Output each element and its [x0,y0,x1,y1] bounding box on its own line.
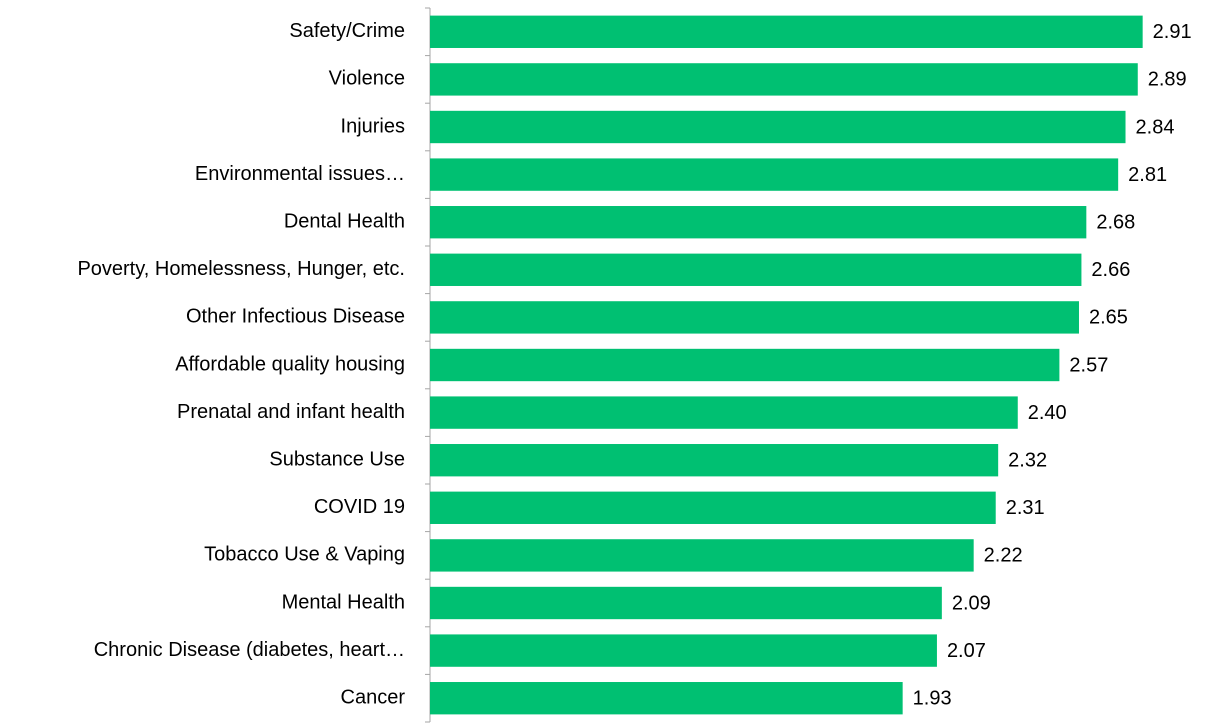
bar [430,158,1119,191]
y-tick-label: Prenatal and infant health [177,401,405,423]
bar [430,15,1143,48]
y-tick-label: Safety/Crime [289,20,405,42]
bar [430,348,1060,382]
bar [430,63,1138,96]
data-label: 2.66 [1091,259,1130,281]
y-tick-label: Mental Health [282,591,405,613]
y-tick-label: Chronic Disease (diabetes, heart… [94,639,405,661]
data-label: 2.09 [952,592,991,614]
data-label: 2.91 [1153,21,1192,43]
data-label: 2.81 [1128,164,1167,186]
data-label: 2.65 [1089,307,1128,329]
data-label: 2.68 [1096,211,1135,233]
bar [430,396,1018,429]
y-tick-label: Dental Health [284,210,405,232]
bar [430,491,996,524]
bar [430,444,999,477]
data-label: 2.84 [1136,116,1175,138]
bar [430,253,1082,286]
bar [430,586,942,620]
data-label: 1.93 [913,687,952,709]
y-tick-label: Environmental issues… [195,163,405,185]
data-label: 2.40 [1028,402,1067,424]
data-label: 2.89 [1148,69,1187,91]
y-tick-label: Poverty, Homelessness, Hunger, etc. [77,258,405,280]
bar [430,682,903,715]
bar [430,301,1079,334]
data-label: 2.32 [1008,449,1047,471]
data-label: 2.57 [1069,354,1108,376]
bar [430,539,974,572]
y-tick-label: Injuries [341,115,405,137]
y-tick-label: Affordable quality housing [175,353,405,375]
y-tick-label: Substance Use [269,448,405,470]
data-label: 2.07 [947,640,986,662]
bar [430,206,1087,239]
y-tick-label: Other Infectious Disease [186,306,405,328]
y-tick-label: Cancer [341,686,406,708]
y-tick-label: Violence [329,68,405,90]
y-tick-label: Tobacco Use & Vaping [204,544,405,566]
y-tick-label: COVID 19 [314,496,405,518]
data-label: 2.31 [1006,497,1045,519]
bar [430,634,937,667]
bar [430,110,1126,144]
data-label: 2.22 [984,545,1023,567]
